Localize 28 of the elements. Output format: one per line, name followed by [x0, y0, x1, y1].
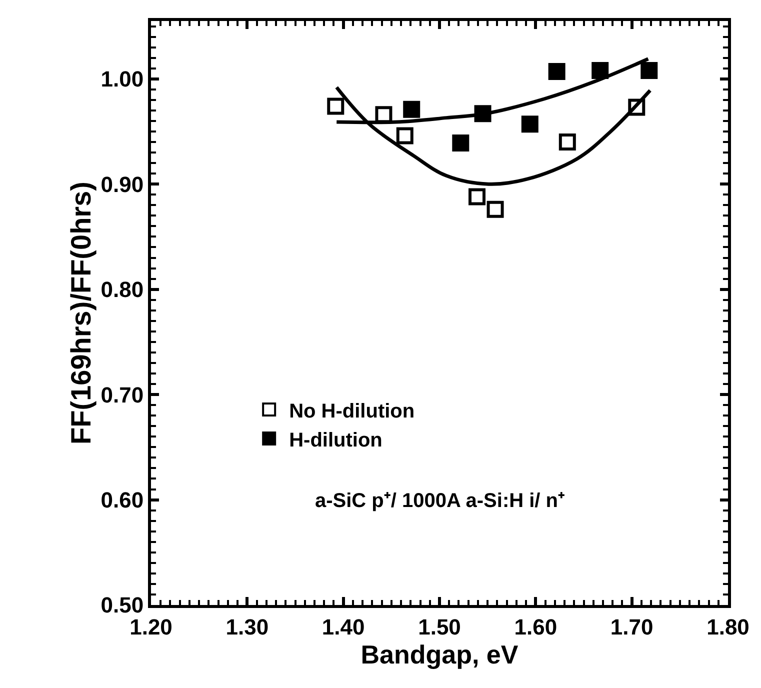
point — [403, 100, 420, 118]
x-tick-label: 1.80 — [706, 614, 750, 640]
point — [548, 63, 566, 80]
point — [452, 134, 470, 152]
x-tick-label: 1.30 — [226, 614, 269, 640]
y-tick-label: 1.00 — [100, 66, 144, 92]
x-tick-label: 1.70 — [610, 614, 654, 640]
point — [640, 62, 658, 79]
x-tick-label: 1.50 — [418, 614, 461, 640]
point — [327, 98, 344, 115]
y-tick-label: 0.90 — [100, 172, 144, 197]
annotation: a-SiC p⁺/ 1000A a-Si:H i/ n⁺ — [315, 490, 565, 512]
x-tick-label: 1.40 — [322, 614, 365, 640]
y-axis-title: FF(169hrs)/FF(0hrs) — [65, 182, 96, 444]
y-tick-label: 0.70 — [100, 382, 144, 408]
legend-label: No H-dilution — [289, 400, 415, 422]
point — [592, 62, 609, 79]
y-tick-label: 0.80 — [100, 277, 144, 302]
point — [628, 98, 646, 116]
point — [558, 134, 576, 151]
point — [396, 127, 414, 144]
point — [468, 188, 486, 206]
x-tick-label: 1.60 — [514, 614, 558, 640]
y-tick-label: 0.60 — [100, 487, 144, 512]
legend-label: H-dilution — [289, 429, 382, 452]
x-axis-title: Bandgap, eV — [360, 639, 519, 670]
point — [486, 200, 504, 218]
point — [521, 116, 538, 133]
